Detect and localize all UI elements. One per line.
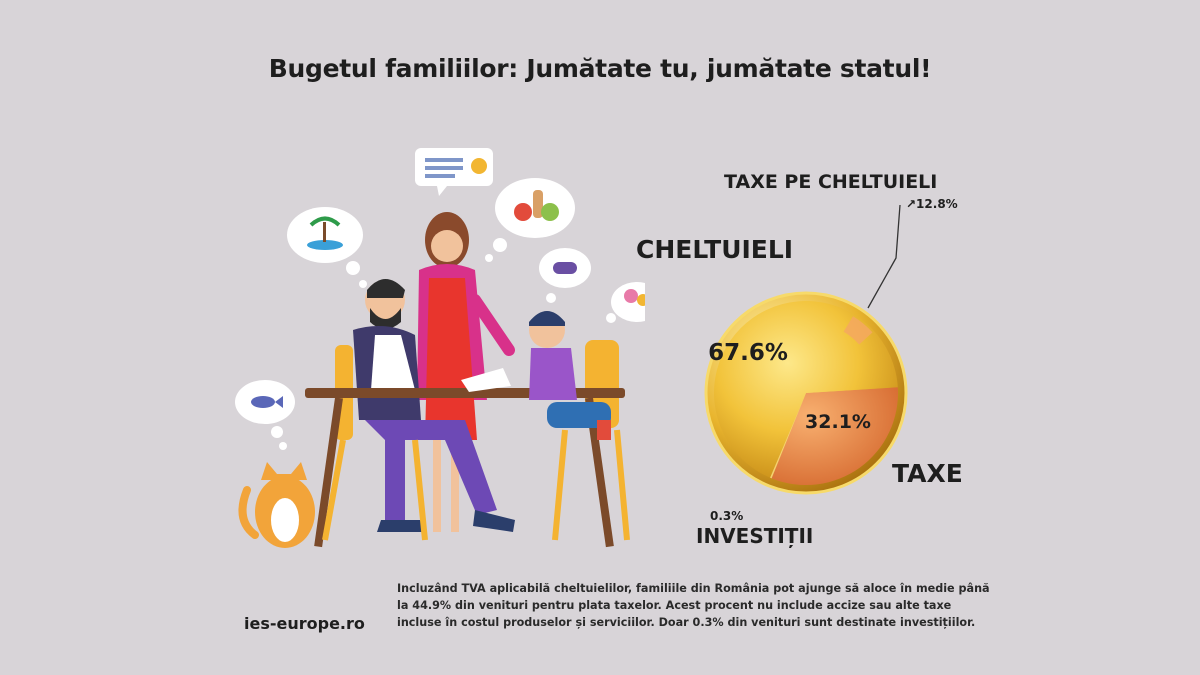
thought-bubble-fish-icon	[235, 380, 295, 450]
investitii-label: INVESTIȚII	[696, 524, 813, 548]
thought-bubble-list-icon	[415, 148, 493, 196]
coin-edge	[704, 291, 908, 495]
taxe-pe-cheltuieli-leader	[867, 204, 901, 309]
slice-investitii	[769, 393, 806, 479]
slice-cheltuieli	[714, 301, 898, 478]
cheltuieli-value-label: 67.6%	[708, 340, 788, 366]
son-figure	[529, 311, 611, 440]
thought-bubble-groceries-icon	[485, 178, 575, 262]
family-illustration	[235, 148, 645, 548]
investitii-value-label: 0.3%	[710, 509, 743, 523]
taxe-pe-cheltuieli-value-label: ↗12.8%	[906, 197, 958, 211]
thought-bubble-vacation-icon	[287, 207, 367, 288]
mother-figure	[417, 212, 515, 532]
thought-bubble-gamepad-icon	[539, 248, 591, 303]
taxe-value-label: 32.1%	[805, 411, 871, 433]
cheltuieli-label: CHELTUIELI	[636, 235, 793, 264]
page-title: Bugetul familiilor: Jumătate tu, jumătat…	[268, 54, 932, 83]
slice-taxe-pe-cheltuieli	[843, 316, 873, 345]
taxe-label: TAXE	[892, 459, 963, 488]
footnote-text: Incluzând TVA aplicabilă cheltuielilor, …	[397, 582, 990, 629]
thought-bubble-candy-icon	[606, 282, 645, 323]
website-credit: ies-europe.ro	[244, 614, 365, 633]
pie-chart: 67.6% 32.1% CHELTUIELI TAXE 0.3% INVESTI…	[636, 171, 963, 548]
taxe-pe-cheltuieli-label: TAXE PE CHELTUIELI	[724, 171, 937, 193]
slice-taxe	[771, 387, 898, 485]
cat-figure	[238, 462, 315, 548]
